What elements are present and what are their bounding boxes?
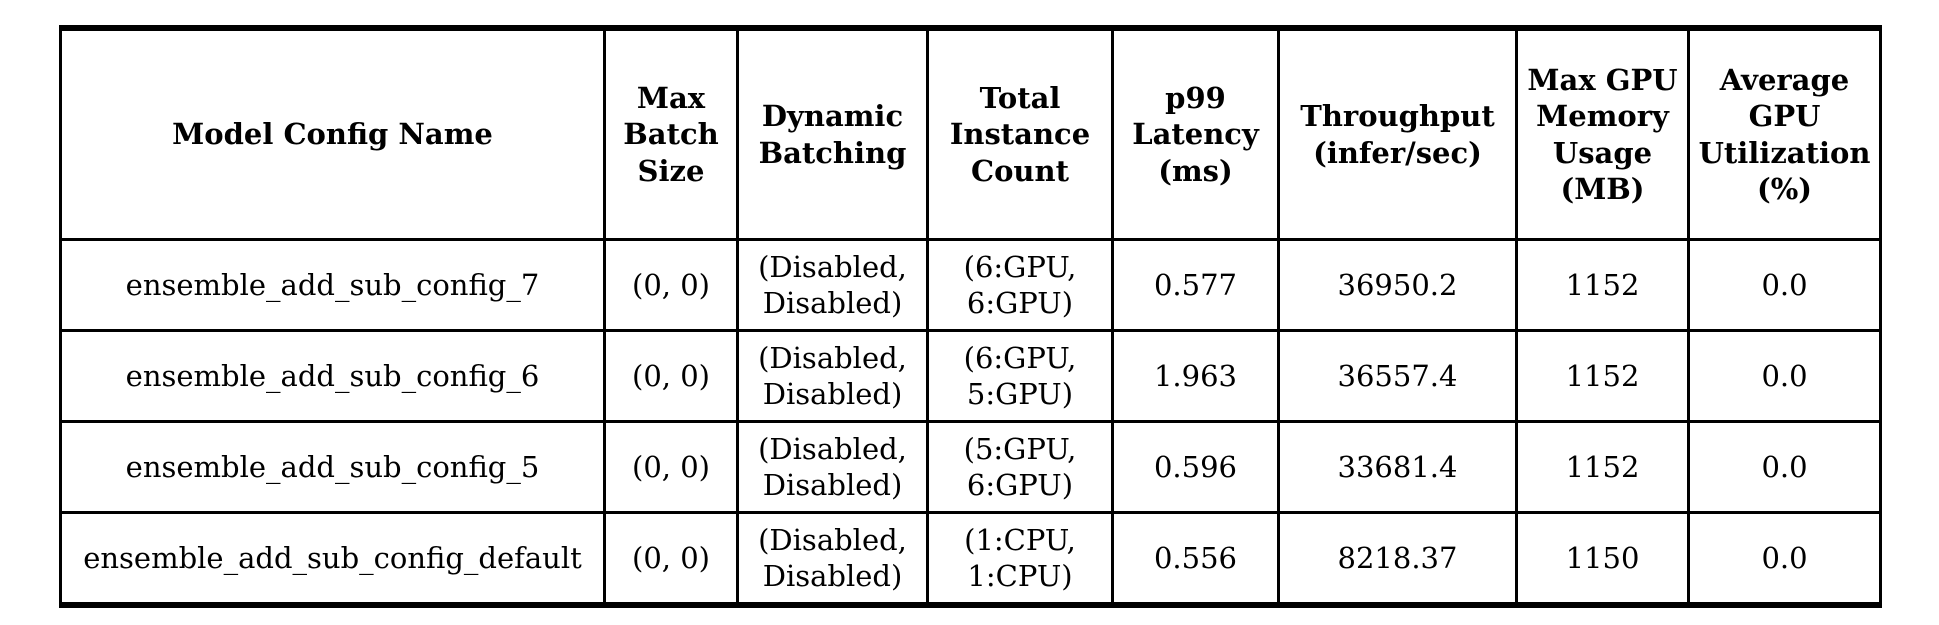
cell-max-gpu-memory-usage: 1150 (1515, 511, 1690, 607)
cell-throughput: 36557.4 (1277, 329, 1518, 423)
cell-average-gpu-utilization: 0.0 (1687, 238, 1882, 332)
column-header-dynamic-batching: Dynamic Batching (736, 26, 929, 241)
column-header-model-config-name: Model Config Name (59, 26, 606, 241)
column-header-total-instance-count: Total Instance Count (926, 26, 1114, 241)
cell-p99-latency: 0.596 (1111, 420, 1280, 514)
cell-p99-latency: 0.577 (1111, 238, 1280, 332)
table-row: ensemble_add_sub_config_6 (0, 0) (Disabl… (59, 329, 1882, 423)
column-header-p99-latency: p99 Latency (ms) (1111, 26, 1280, 241)
cell-max-gpu-memory-usage: 1152 (1515, 238, 1690, 332)
column-header-average-gpu-utilization: Average GPU Utilization (%) (1687, 26, 1882, 241)
cell-model-config-name: ensemble_add_sub_config_7 (59, 238, 606, 332)
cell-max-batch-size: (0, 0) (603, 238, 739, 332)
column-header-throughput: Throughput (infer/sec) (1277, 26, 1518, 241)
cell-average-gpu-utilization: 0.0 (1687, 511, 1882, 607)
cell-throughput: 8218.37 (1277, 511, 1518, 607)
cell-throughput: 33681.4 (1277, 420, 1518, 514)
table-header-row: Model Config Name Max Batch Size Dynamic… (59, 26, 1882, 241)
cell-dynamic-batching: (Disabled, Disabled) (736, 420, 929, 514)
column-header-max-gpu-memory-usage: Max GPU Memory Usage (MB) (1515, 26, 1690, 241)
cell-dynamic-batching: (Disabled, Disabled) (736, 511, 929, 607)
cell-max-batch-size: (0, 0) (603, 329, 739, 423)
cell-throughput: 36950.2 (1277, 238, 1518, 332)
cell-dynamic-batching: (Disabled, Disabled) (736, 329, 929, 423)
cell-total-instance-count: (6:GPU, 5:GPU) (926, 329, 1114, 423)
cell-total-instance-count: (6:GPU, 6:GPU) (926, 238, 1114, 332)
table-row: ensemble_add_sub_config_7 (0, 0) (Disabl… (59, 238, 1882, 332)
cell-model-config-name: ensemble_add_sub_config_5 (59, 420, 606, 514)
cell-max-batch-size: (0, 0) (603, 511, 739, 607)
cell-p99-latency: 1.963 (1111, 329, 1280, 423)
cell-model-config-name: ensemble_add_sub_config_6 (59, 329, 606, 423)
cell-dynamic-batching: (Disabled, Disabled) (736, 238, 929, 332)
cell-total-instance-count: (5:GPU, 6:GPU) (926, 420, 1114, 514)
table-row: ensemble_add_sub_config_5 (0, 0) (Disabl… (59, 420, 1882, 514)
cell-p99-latency: 0.556 (1111, 511, 1280, 607)
cell-max-batch-size: (0, 0) (603, 420, 739, 514)
column-header-max-batch-size: Max Batch Size (603, 26, 739, 241)
cell-model-config-name: ensemble_add_sub_config_default (59, 511, 606, 607)
cell-total-instance-count: (1:CPU, 1:CPU) (926, 511, 1114, 607)
cell-average-gpu-utilization: 0.0 (1687, 420, 1882, 514)
model-configs-results-table: Model Config Name Max Batch Size Dynamic… (59, 25, 1882, 608)
cell-max-gpu-memory-usage: 1152 (1515, 329, 1690, 423)
cell-max-gpu-memory-usage: 1152 (1515, 420, 1690, 514)
table-row: ensemble_add_sub_config_default (0, 0) (… (59, 511, 1882, 607)
cell-average-gpu-utilization: 0.0 (1687, 329, 1882, 423)
